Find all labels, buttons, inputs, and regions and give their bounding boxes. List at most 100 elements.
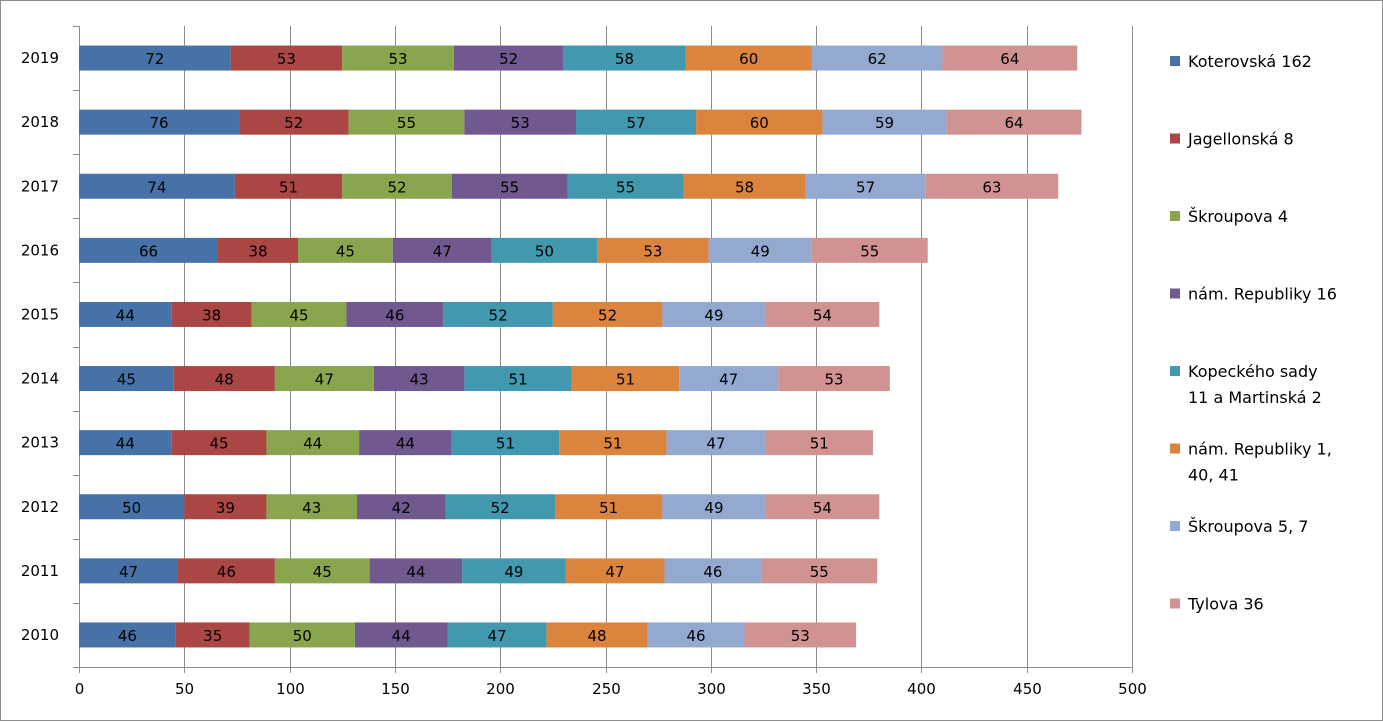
data-label-2011-series-5: 47 [605, 563, 624, 581]
y-tick-label-2012: 2012 [21, 498, 59, 516]
legend-label-5-line-1: 40, 41 [1188, 466, 1239, 485]
data-label-2017-series-5: 58 [735, 178, 754, 196]
bar-2012-series-7 [765, 494, 880, 520]
data-label-2017-series-1: 51 [279, 178, 298, 196]
legend-swatch-0 [1170, 56, 1180, 66]
bar-2013-series-6 [666, 430, 766, 456]
bar-2016-series-4 [491, 237, 598, 263]
x-tick-label-450: 450 [1013, 680, 1042, 698]
data-label-2017-series-4: 55 [616, 178, 635, 196]
data-label-2016-series-3: 47 [433, 242, 452, 260]
legend-label-0: Koterovská 162 [1188, 52, 1312, 71]
y-tick-label-2014: 2014 [21, 370, 59, 388]
data-label-2010-series-1: 35 [203, 627, 222, 645]
bar-2010-series-4 [447, 622, 547, 648]
data-label-2018-series-5: 60 [750, 114, 769, 132]
bar-2011-series-3 [369, 558, 463, 584]
x-tick-label-0: 0 [75, 680, 85, 698]
bar-2018-series-5 [696, 109, 823, 135]
data-label-2011-series-7: 55 [810, 563, 829, 581]
bar-2016-series-3 [392, 237, 492, 263]
legend-swatch-4 [1170, 366, 1180, 376]
bar-2012-series-6 [662, 494, 766, 520]
bar-2018-series-4 [576, 109, 697, 135]
y-tick-label-2011: 2011 [21, 562, 59, 580]
data-label-2018-series-4: 57 [626, 114, 645, 132]
x-tick-label-300: 300 [697, 680, 726, 698]
bar-2018-series-2 [348, 109, 465, 135]
data-label-2017-series-2: 52 [387, 178, 406, 196]
bar-2011-series-1 [177, 558, 275, 584]
legend-label-2: Škroupova 4 [1188, 207, 1288, 226]
bar-2010-series-7 [744, 622, 857, 648]
x-tick-label-350: 350 [802, 680, 831, 698]
data-label-2019-series-0: 72 [145, 50, 164, 68]
legend-swatch-7 [1170, 598, 1180, 609]
data-label-2017-series-3: 55 [500, 178, 519, 196]
x-tick-label-100: 100 [276, 680, 305, 698]
data-label-2017-series-6: 57 [856, 178, 875, 196]
data-label-2010-series-3: 44 [392, 627, 411, 645]
data-label-2013-series-0: 44 [116, 435, 135, 453]
y-tick-label-2018: 2018 [21, 113, 59, 131]
legend-label-4-line-1: 11 a Martinská 2 [1188, 388, 1322, 407]
data-label-2010-series-7: 53 [791, 627, 810, 645]
bar-2010-series-2 [249, 622, 355, 648]
data-label-2019-series-5: 60 [739, 50, 758, 68]
bar-2013-series-4 [451, 430, 560, 456]
bar-2015-series-0 [79, 301, 172, 327]
data-label-2015-series-0: 44 [116, 306, 135, 324]
data-label-2019-series-7: 64 [1000, 50, 1019, 68]
data-label-2011-series-6: 46 [703, 563, 722, 581]
bar-2014-series-3 [373, 366, 465, 392]
data-label-2011-series-0: 47 [119, 563, 138, 581]
data-label-2015-series-5: 52 [598, 306, 617, 324]
data-label-2013-series-6: 47 [707, 435, 726, 453]
bar-2016-series-2 [298, 237, 393, 263]
data-label-2014-series-2: 47 [315, 371, 334, 389]
bar-2019-series-5 [685, 45, 812, 71]
bar-2013-series-1 [171, 430, 267, 456]
data-label-2016-series-7: 55 [860, 242, 879, 260]
data-label-2010-series-5: 48 [588, 627, 607, 645]
bar-2019-series-3 [453, 45, 564, 71]
data-label-2014-series-3: 43 [410, 371, 429, 389]
x-tick-label-50: 50 [175, 680, 194, 698]
data-label-2018-series-7: 64 [1005, 114, 1024, 132]
data-label-2012-series-4: 52 [491, 499, 510, 517]
bar-2015-series-1 [171, 301, 252, 327]
data-label-2019-series-1: 53 [277, 50, 296, 68]
bar-2015-series-6 [662, 301, 766, 327]
bar-2013-series-5 [559, 430, 667, 456]
legend-label-6: Škroupova 5, 7 [1188, 517, 1308, 536]
bar-2011-series-6 [664, 558, 762, 584]
bar-2016-series-5 [597, 237, 709, 263]
bar-2018-series-0 [79, 109, 240, 135]
bar-2019-series-4 [563, 45, 686, 71]
data-label-2018-series-3: 53 [511, 114, 530, 132]
data-label-2015-series-1: 38 [202, 306, 221, 324]
bar-2013-series-0 [79, 430, 172, 456]
data-label-2016-series-1: 38 [248, 242, 267, 260]
bar-2017-series-6 [805, 173, 926, 199]
x-tick-label-400: 400 [907, 680, 936, 698]
data-label-2011-series-4: 49 [504, 563, 523, 581]
legend-swatch-6 [1170, 521, 1180, 531]
bar-2011-series-5 [565, 558, 665, 584]
bar-2018-series-3 [464, 109, 577, 135]
bar-2014-series-7 [778, 366, 890, 392]
data-label-2013-series-1: 45 [210, 435, 229, 453]
data-label-2015-series-7: 54 [813, 306, 832, 324]
bar-2014-series-5 [571, 366, 680, 392]
y-tick-label-2013: 2013 [21, 434, 59, 452]
legend-label-3: nám. Republiky 16 [1188, 285, 1337, 304]
data-label-2015-series-3: 46 [385, 306, 404, 324]
data-label-2017-series-7: 63 [982, 178, 1001, 196]
data-label-2014-series-7: 53 [824, 371, 843, 389]
bar-2016-series-1 [217, 237, 299, 263]
bar-2015-series-4 [443, 301, 553, 327]
bar-2015-series-2 [251, 301, 347, 327]
legend-label-4-line-0: Kopeckého sady [1188, 362, 1318, 381]
data-label-2013-series-5: 51 [603, 435, 622, 453]
bar-2011-series-7 [761, 558, 878, 584]
